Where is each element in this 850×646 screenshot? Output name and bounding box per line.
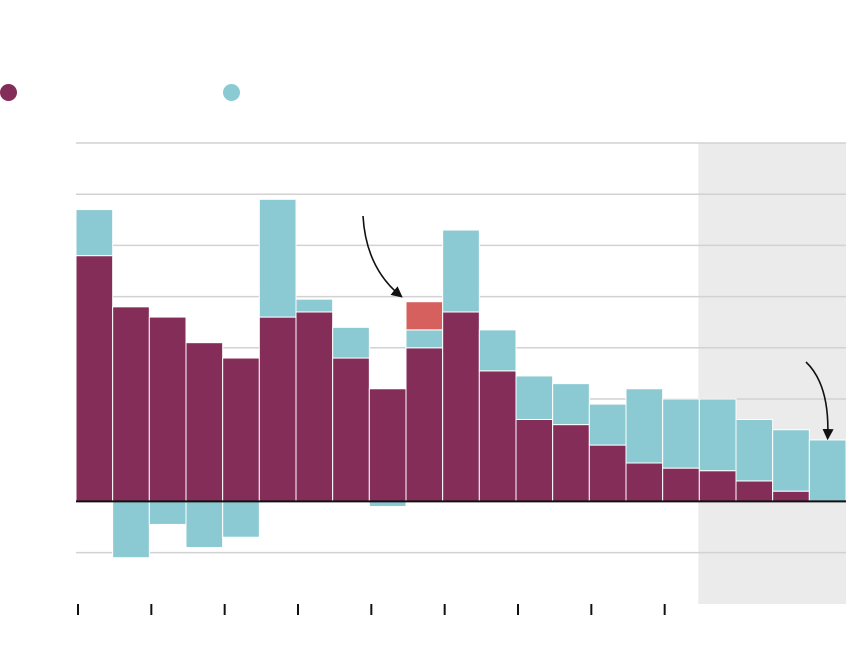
bar-segment-series-2 — [258, 198, 297, 318]
bar-segment-series-2 — [735, 418, 774, 482]
bar-segment-series-2 — [478, 329, 517, 372]
bar-segment-series-1 — [478, 370, 517, 502]
bar-segment-series-1 — [222, 357, 260, 502]
bar-segment-series-1 — [295, 311, 334, 502]
bar-segment-series-2 — [552, 383, 590, 426]
bar-segment-series-2 — [588, 403, 627, 446]
bar-segment-series-1 — [735, 480, 774, 502]
bar-segment-series-2 — [148, 500, 187, 525]
bar-segment-series-2 — [295, 298, 334, 313]
annotation-arrow — [805, 361, 834, 441]
bar-segment-series-1 — [662, 467, 700, 502]
bar-segment-series-2 — [772, 429, 810, 492]
bar-segment-series-2 — [442, 229, 480, 313]
projection-shade — [698, 143, 846, 604]
bar-segment-series-2 — [222, 500, 260, 538]
bar-segment-series-2 — [808, 439, 847, 502]
annotation-arrow — [362, 215, 403, 298]
bar-segment-series-2 — [698, 398, 737, 472]
legend-marker-series-2 — [223, 84, 240, 101]
bar-segment-series-1 — [368, 388, 407, 502]
bar-segment-series-1 — [625, 462, 664, 502]
bar-segment-series-1 — [258, 316, 297, 502]
bar-segment-series-2 — [332, 326, 370, 359]
bar-segment-series-1 — [148, 316, 187, 502]
bar-segment-series-1 — [405, 347, 444, 502]
bar-segment-series-1 — [112, 306, 150, 502]
legend-marker-series-1 — [0, 84, 17, 101]
bar-segment-series-2 — [185, 500, 224, 548]
bar-segment-series-1 — [442, 311, 480, 502]
bar-segment-series-1 — [185, 342, 224, 502]
bar-segment-series-1 — [515, 418, 554, 502]
bar-segment-series-2 — [515, 375, 554, 420]
bar-segment-series-1 — [75, 255, 114, 502]
bar-segment-series-2 — [112, 500, 150, 559]
bar-segment-series-2 — [405, 329, 444, 349]
bar-segment-series-1 — [698, 470, 737, 502]
bar-segment-series-2 — [662, 398, 700, 469]
bar-segment-series-3 — [405, 301, 444, 331]
bar-segment-series-2 — [75, 209, 114, 257]
bar-segment-series-1 — [772, 490, 810, 502]
bar-segment-series-2 — [625, 388, 664, 464]
bar-segment-series-1 — [552, 424, 590, 502]
bar-segment-series-1 — [588, 444, 627, 502]
bar-segment-series-1 — [332, 357, 370, 502]
